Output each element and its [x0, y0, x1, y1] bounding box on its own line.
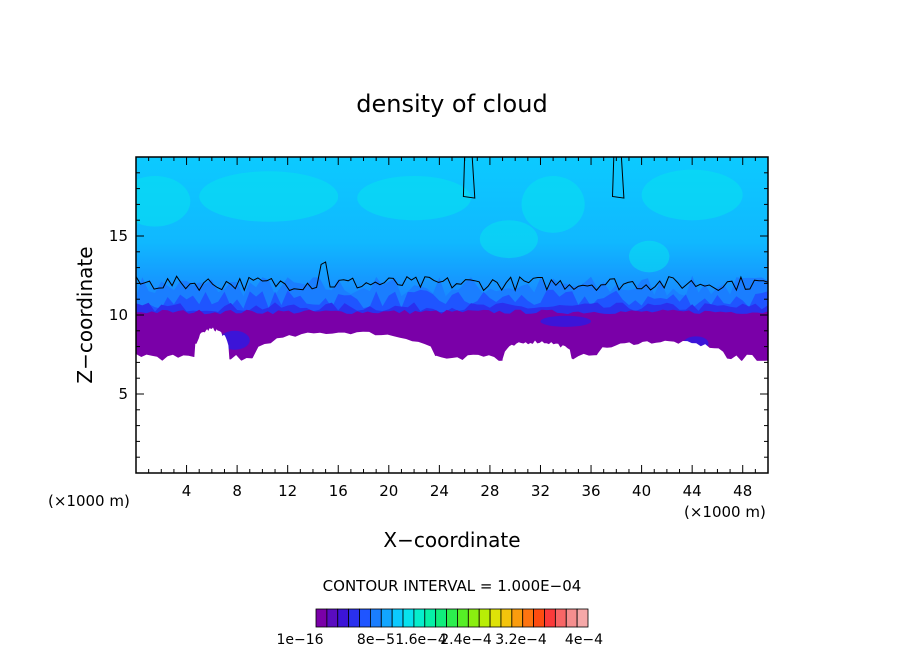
cyan-plume [521, 175, 585, 233]
x-tick-label: 12 [278, 482, 297, 500]
colorbar-swatch [326, 608, 339, 628]
colorbar-swatch [544, 608, 556, 628]
colorbar-swatch [435, 608, 447, 628]
colorbar-label: 2.4e−4 [440, 632, 492, 648]
colorbar-swatch [315, 608, 328, 628]
colorbar-swatch [337, 608, 350, 628]
x-tick-label: 36 [581, 482, 600, 500]
colorbar-swatch [511, 608, 524, 628]
x-unit-right: (×1000 m) [684, 503, 766, 521]
colorbar-label: 1.6e−4 [395, 632, 447, 648]
colorbar-swatch [424, 608, 437, 628]
contour-line [136, 157, 768, 292]
x-tick-label: 20 [379, 482, 398, 500]
y-tick-label: 5 [118, 385, 128, 403]
colorbar-label: 4e−4 [565, 632, 603, 648]
colorbar-swatch [489, 608, 502, 628]
x-tick-label: 32 [531, 482, 550, 500]
colorbar-swatch [457, 608, 469, 628]
colorbar-swatch [369, 608, 382, 628]
colorbar-swatch [446, 608, 458, 628]
cyan-plume [136, 175, 191, 227]
colorbar-swatch [402, 608, 415, 628]
updraft-core-contour [462, 157, 476, 199]
chart-title: density of cloud [356, 90, 547, 118]
colorbar-swatch [359, 608, 371, 628]
y-axis-label: Z−coordinate [73, 246, 97, 383]
colorbar [315, 608, 589, 628]
colorbar-swatch [554, 608, 567, 628]
x-tick-label: 8 [232, 482, 242, 500]
y-tick-label: 10 [109, 306, 128, 324]
updraft-core-contour [611, 157, 625, 199]
contour-path [136, 261, 768, 292]
transition-band-deep [136, 302, 768, 315]
x-unit-left: (×1000 m) [48, 492, 130, 510]
colorbar-swatch [500, 608, 513, 628]
cyan-plume [479, 220, 538, 259]
colorbar-labels: 1e−16 8e−5 1.6e−42.4e−4 3.2e−4 4e−4 [276, 632, 603, 648]
x-tick-label: 28 [480, 482, 499, 500]
y-tick-label: 15 [109, 227, 128, 245]
colorbar-swatch [348, 608, 360, 628]
contour-interval-label: CONTOUR INTERVAL = 1.000E−04 [323, 577, 582, 595]
cyan-plume [199, 171, 339, 222]
y-axis-ticks: 5 10 15 [109, 172, 768, 458]
x-tick-label: 16 [329, 482, 348, 500]
colorbar-swatch [522, 608, 534, 628]
x-axis-ticks: 4 8 12 16 20 24 28 32 36 40 44 48 [148, 157, 756, 500]
x-tick-label: 40 [632, 482, 651, 500]
density-field [136, 157, 768, 473]
colorbar-swatch [391, 608, 404, 628]
x-tick-label: 48 [733, 482, 752, 500]
dense-core-patch [540, 315, 592, 327]
colorbar-swatch [467, 608, 480, 628]
cyan-plume [641, 169, 743, 221]
colorbar-swatch [533, 608, 545, 628]
cyan-plume [628, 240, 670, 273]
colorbar-swatch [565, 608, 578, 628]
colorbar-swatch [576, 608, 589, 628]
colorbar-label: 3.2e−4 [495, 632, 547, 648]
colorbar-swatch [413, 608, 426, 628]
colorbar-swatch [380, 608, 393, 628]
x-tick-label: 44 [683, 482, 702, 500]
x-tick-label: 4 [182, 482, 192, 500]
clear-region [136, 360, 768, 473]
colorbar-swatch [478, 608, 491, 628]
colorbar-label: 1e−16 [276, 632, 323, 648]
x-tick-label: 24 [430, 482, 449, 500]
colorbar-label: 8e−5 [357, 632, 395, 648]
x-axis-label: X−coordinate [383, 528, 520, 552]
cyan-plume [357, 175, 471, 221]
